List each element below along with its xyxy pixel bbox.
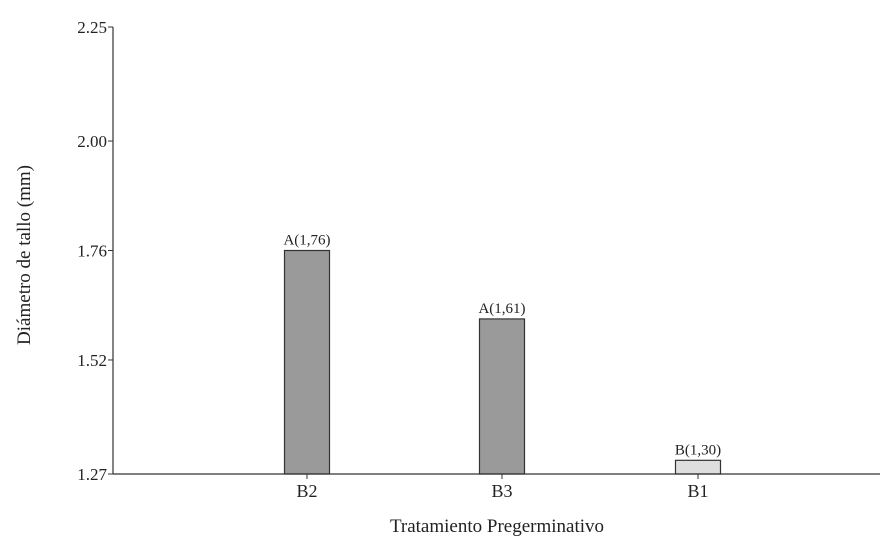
bar-value-label: A(1,61): [478, 301, 525, 317]
y-tick-label: 2.00: [77, 132, 107, 151]
y-axis-title: Diámetro de tallo (mm): [14, 165, 35, 345]
bar-value-label: A(1,76): [283, 233, 330, 249]
bars-group: A(1,76) A(1,61) B(1,30): [283, 233, 721, 475]
y-tick-label: 2.25: [77, 18, 107, 37]
y-tick-label: 1.76: [77, 242, 107, 261]
y-axis: 1.27 1.52 1.76 2.00 2.25: [77, 18, 114, 484]
bar-b3: [478, 318, 526, 475]
bar-value-label: B(1,30): [675, 442, 721, 458]
x-axis-title: Tratamiento Pregerminativo: [390, 516, 604, 537]
bar-b1: [674, 459, 722, 475]
bar-b2: [283, 249, 331, 475]
x-tick-label: B3: [491, 481, 512, 501]
y-tick-label: 1.27: [77, 465, 107, 484]
y-tick-label: 1.52: [77, 351, 107, 370]
x-tick-label: B1: [687, 481, 708, 501]
x-axis: B2 B3 B1: [113, 473, 880, 501]
x-tick-label: B2: [296, 481, 317, 501]
